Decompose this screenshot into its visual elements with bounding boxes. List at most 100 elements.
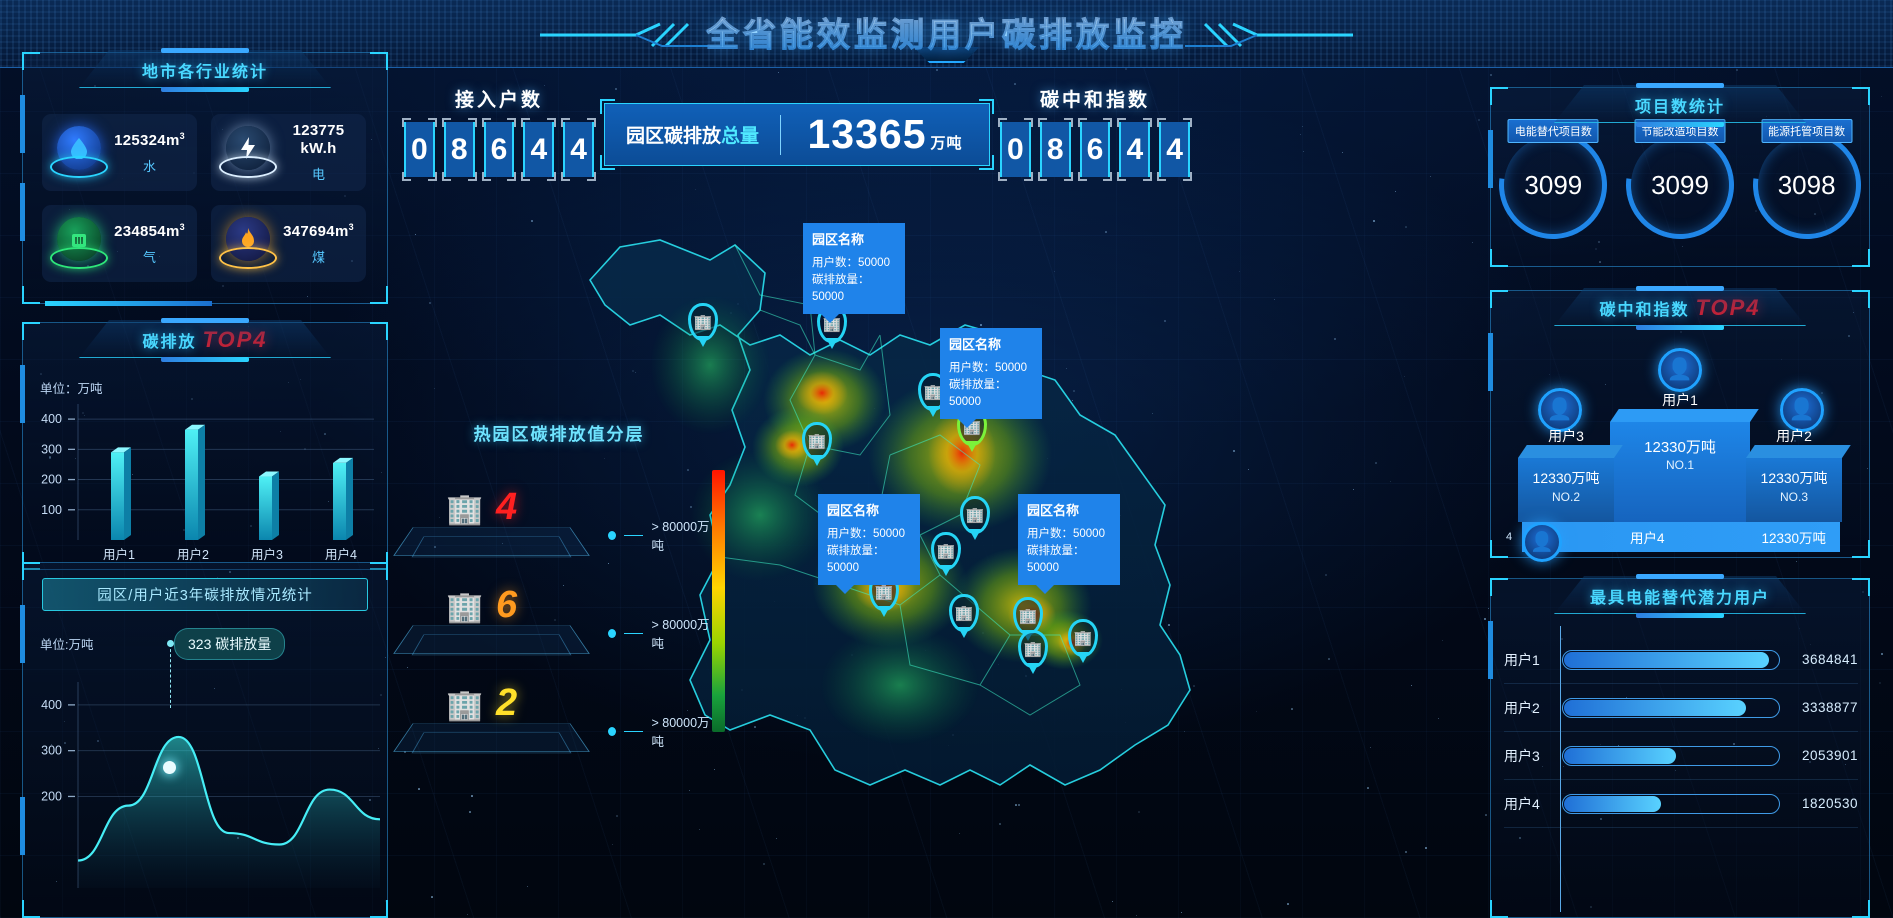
bar-chart-unit: 单位：万吨 bbox=[40, 378, 103, 397]
podium-index-4: 4 bbox=[1506, 531, 1512, 543]
tooltip-park-name: 园区名称 bbox=[1027, 501, 1111, 521]
tooltip-park-name: 园区名称 bbox=[812, 230, 896, 250]
map-marker-5[interactable]: 🏢 bbox=[802, 422, 832, 460]
potential-name-4: 用户4 bbox=[1504, 794, 1562, 814]
industry-card-electricity[interactable]: 123775 kW.h 电 bbox=[211, 114, 366, 191]
building-icon-2: 🏢 bbox=[446, 590, 483, 625]
podium-name-1: 用户1 bbox=[1610, 390, 1750, 410]
svg-text:300: 300 bbox=[41, 744, 62, 758]
panel-title-industry: 地市各行业统计 bbox=[55, 50, 355, 90]
potential-bar-4 bbox=[1562, 794, 1780, 814]
map-tooltip-1[interactable]: 园区名称 用户数：50000 碳排放量：50000 bbox=[803, 223, 905, 314]
counter-carbon-neutral-index: 碳中和指数 08644 bbox=[1000, 85, 1190, 177]
digit-right-2: 6 bbox=[1080, 122, 1111, 177]
project-donut-1[interactable]: 电能替代项目数 3099 bbox=[1499, 131, 1607, 239]
digit-left-4: 4 bbox=[563, 122, 594, 177]
tooltip-user-count: 用户数：50000 bbox=[949, 360, 1033, 377]
svg-text:300: 300 bbox=[41, 442, 62, 456]
map-marker-9[interactable]: 🏢 bbox=[949, 594, 979, 632]
panel-3year-trend: 园区/用户近3年碳排放情况统计 单位:万吨 323 碳排放量 200 300 400 bbox=[22, 562, 388, 918]
heat-layer-2[interactable]: 🏢 6 bbox=[404, 590, 594, 672]
map-tooltip-3[interactable]: 园区名称 用户数：50000 碳排放量：50000 bbox=[818, 494, 920, 585]
donut-group: 电能替代项目数 3099 节能改造项目数 3099 能源托管项目数 3098 bbox=[1490, 131, 1870, 239]
potential-row-3[interactable]: 用户3 2053901 bbox=[1504, 732, 1858, 780]
map-marker-1[interactable]: 🏢 bbox=[688, 303, 718, 341]
panel-title-carbon-top4: 碳排放 TOP4 bbox=[55, 320, 355, 360]
potential-user-list: 用户1 3684841 用户2 3338877 用户3 2053901 用户4 1820530 bbox=[1504, 636, 1858, 828]
potential-value-3: 2053901 bbox=[1780, 748, 1858, 763]
dashboard-root: 全省能效监测用户碳排放监控 地市各行业统计 125324m3 水 bbox=[0, 0, 1893, 918]
total-value: 13365 万吨 bbox=[781, 111, 989, 158]
svg-text:用户3: 用户3 bbox=[251, 547, 283, 562]
podium-name-4: 用户4 bbox=[1630, 527, 1665, 547]
industry-value-water: 125324m3 bbox=[110, 131, 189, 149]
potential-row-4[interactable]: 用户4 1820530 bbox=[1504, 780, 1858, 828]
tooltip-user-count: 用户数：50000 bbox=[827, 526, 911, 543]
tooltip-carbon: 碳排放量：50000 bbox=[1027, 543, 1111, 578]
potential-name-2: 用户2 bbox=[1504, 698, 1562, 718]
tooltip-user-count: 用户数：50000 bbox=[1027, 526, 1111, 543]
podium-step-2[interactable]: 用户3 12330万吨 NO.2 bbox=[1518, 458, 1614, 522]
podium-value-3: 12330万吨 bbox=[1746, 468, 1842, 488]
map-tooltip-2[interactable]: 园区名称 用户数：50000 碳排放量：50000 bbox=[940, 328, 1042, 419]
podium-value-2: 12330万吨 bbox=[1518, 468, 1614, 488]
panel-carbon-top4: 碳排放 TOP4 单位：万吨 100200300400用户1用户2用户3用户4 bbox=[22, 322, 388, 570]
total-carbon-emission-box: 园区碳排放总量 13365 万吨 bbox=[604, 103, 990, 166]
podium-name-3: 用户2 bbox=[1746, 426, 1842, 446]
tooltip-anchor-dot bbox=[167, 640, 174, 647]
potential-value-2: 3338877 bbox=[1780, 700, 1858, 715]
podium-rank-2: NO.2 bbox=[1518, 490, 1614, 504]
industry-label-electricity: 电 bbox=[279, 164, 358, 183]
layers-title: 热园区碳排放值分层 bbox=[404, 420, 714, 445]
podium-row-4[interactable]: 4 用户4 12330万吨 bbox=[1522, 522, 1840, 552]
industry-card-coal[interactable]: 347694m3 煤 bbox=[211, 205, 366, 282]
project-donut-3[interactable]: 能源托管项目数 3098 bbox=[1753, 131, 1861, 239]
potential-row-2[interactable]: 用户2 3338877 bbox=[1504, 684, 1858, 732]
trend-title-button[interactable]: 园区/用户近3年碳排放情况统计 bbox=[42, 578, 368, 611]
podium-rank-1: NO.1 bbox=[1610, 458, 1750, 472]
svg-text:用户2: 用户2 bbox=[177, 547, 209, 562]
counter-connected-users: 接入户数 08644 bbox=[404, 85, 594, 177]
panel-project-counts: 项目数统计 电能替代项目数 3099 节能改造项目数 3099 能源托管项目数 3098 bbox=[1490, 87, 1870, 267]
heat-layer-1[interactable]: 🏢 4 bbox=[404, 492, 594, 574]
map-marker-12[interactable]: 🏢 bbox=[1068, 619, 1098, 657]
layer-count-2: 6 bbox=[496, 584, 517, 627]
counter-title-right: 碳中和指数 bbox=[1000, 85, 1190, 112]
building-icon-3: 🏢 bbox=[446, 688, 483, 723]
potential-row-1[interactable]: 用户1 3684841 bbox=[1504, 636, 1858, 684]
page-title: 全省能效监测用户碳排放监控 bbox=[706, 8, 1187, 56]
layer-legend-3: > 80000万吨 bbox=[608, 712, 714, 750]
industry-card-water[interactable]: 125324m3 水 bbox=[42, 114, 197, 191]
tooltip-carbon: 碳排放量：50000 bbox=[812, 272, 896, 307]
digit-right-0: 0 bbox=[1000, 122, 1031, 177]
digit-right-4: 4 bbox=[1159, 122, 1190, 177]
digit-left-3: 4 bbox=[523, 122, 554, 177]
total-label: 园区碳排放总量 bbox=[605, 121, 780, 148]
svg-text:用户1: 用户1 bbox=[103, 547, 135, 562]
flame-icon bbox=[217, 213, 279, 275]
donut-value-2: 3099 bbox=[1626, 131, 1734, 239]
podium-name-2: 用户3 bbox=[1518, 426, 1614, 446]
industry-card-gas[interactable]: 234854m3 气 bbox=[42, 205, 197, 282]
map-marker-6[interactable]: 🏢 bbox=[960, 496, 990, 534]
tooltip-park-name: 园区名称 bbox=[949, 335, 1033, 355]
map-marker-11[interactable]: 🏢 bbox=[1018, 630, 1048, 668]
header-right-decoration bbox=[1183, 22, 1353, 48]
podium-step-3[interactable]: 用户2 12330万吨 NO.3 bbox=[1746, 458, 1842, 522]
industry-label-gas: 气 bbox=[110, 247, 189, 266]
panel-carbon-neutral-top4: 碳中和指数 TOP4 👤 👤 👤 用户1 12330万吨 NO.1 用户3 12… bbox=[1490, 290, 1870, 558]
heat-layer-3[interactable]: 🏢 2 bbox=[404, 688, 594, 770]
podium-step-1[interactable]: 用户1 12330万吨 NO.1 bbox=[1610, 422, 1750, 522]
tooltip-park-name: 园区名称 bbox=[827, 501, 911, 521]
svg-text:200: 200 bbox=[41, 789, 62, 803]
lightning-bolt-icon bbox=[217, 122, 279, 184]
bar-3 bbox=[259, 472, 279, 540]
potential-bar-3 bbox=[1562, 746, 1780, 766]
svg-text:200: 200 bbox=[41, 473, 62, 487]
layer-count-1: 4 bbox=[496, 486, 517, 529]
header-left-decoration bbox=[540, 22, 710, 48]
project-donut-2[interactable]: 节能改造项目数 3099 bbox=[1626, 131, 1734, 239]
map-tooltip-4[interactable]: 园区名称用户数：50000 碳排放量：50000 bbox=[1018, 494, 1120, 585]
map-marker-7[interactable]: 🏢 bbox=[931, 532, 961, 570]
avatar-rank1: 👤 bbox=[1658, 348, 1702, 392]
